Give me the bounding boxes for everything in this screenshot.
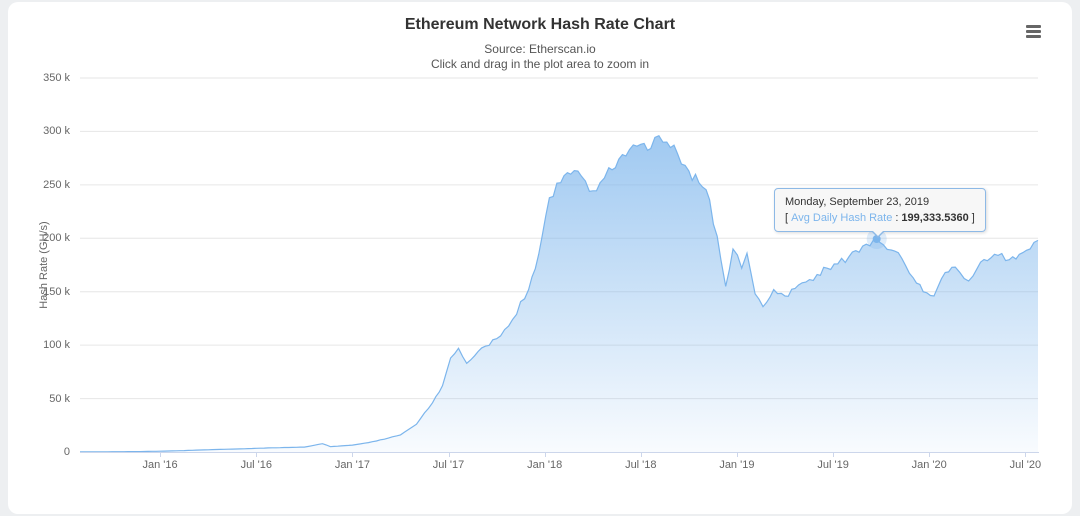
x-axis-label: Jan '17 — [334, 459, 370, 471]
y-axis-label: 50 k — [49, 392, 70, 405]
y-axis-label: 300 k — [43, 125, 70, 138]
x-axis-tick — [160, 452, 162, 457]
x-axis-tick — [640, 452, 642, 457]
x-axis-tick — [929, 452, 931, 457]
y-axis-label: 350 k — [43, 72, 70, 84]
x-axis-line — [80, 452, 1039, 453]
x-axis-label: Jan '18 — [527, 459, 563, 471]
y-axis-label: 150 k — [43, 285, 70, 298]
chart-title: Ethereum Network Hash Rate Chart — [404, 16, 676, 33]
x-axis-tick — [544, 452, 546, 457]
tooltip-arrow — [871, 230, 885, 238]
y-axis-label: 100 k — [43, 339, 70, 352]
tooltip-series-label: Avg Daily Hash Rate — [791, 212, 893, 224]
y-axis-label: 250 k — [43, 178, 70, 191]
x-axis-tick — [352, 452, 354, 457]
x-axis-tick — [736, 452, 738, 457]
chart-subtitle-hint: Click and drag in the plot area to zoom … — [430, 57, 650, 71]
x-axis-tick — [256, 452, 258, 457]
x-axis-tick — [833, 452, 835, 457]
tooltip-value-row: [Avg Daily Hash Rate:199,333.5360] — [785, 212, 975, 224]
x-axis-label: Jul '20 — [1009, 459, 1042, 471]
x-axis-label: Jan '19 — [719, 459, 755, 471]
tooltip-date: Monday, September 23, 2019 — [785, 196, 930, 208]
plot-area[interactable] — [80, 77, 1039, 453]
chart-tooltip: Monday, September 23, 2019 [Avg Daily Ha… — [774, 188, 986, 238]
y-axis-label: 0 — [63, 446, 70, 458]
x-axis-label: Jan '16 — [142, 459, 178, 471]
y-axis-label: 200 k — [43, 232, 70, 245]
x-axis-label: Jan '20 — [911, 459, 947, 471]
tooltip-colon: : — [895, 212, 899, 224]
x-axis-label: Jul '16 — [240, 459, 273, 471]
tooltip-value: 199,333.5360 — [901, 212, 969, 224]
area-series-fill — [80, 135, 1038, 452]
tooltip-bracket-close: ] — [971, 212, 975, 224]
x-axis-tick — [1025, 452, 1027, 457]
tooltip-bracket-open: [ — [785, 212, 789, 224]
chart-card: Ethereum Network Hash Rate Chart Source:… — [8, 2, 1072, 514]
area-series-line — [80, 134, 1039, 453]
hamburger-menu-icon — [1020, 24, 1046, 38]
chart-subtitle-source: Source: Etherscan.io — [484, 42, 596, 56]
x-axis-tick — [448, 452, 450, 457]
x-axis-label: Jul '18 — [625, 459, 657, 471]
x-axis-label: Jul '17 — [432, 459, 465, 471]
export-menu-button[interactable] — [1018, 18, 1048, 44]
x-axis-label: Jul '19 — [817, 459, 849, 471]
